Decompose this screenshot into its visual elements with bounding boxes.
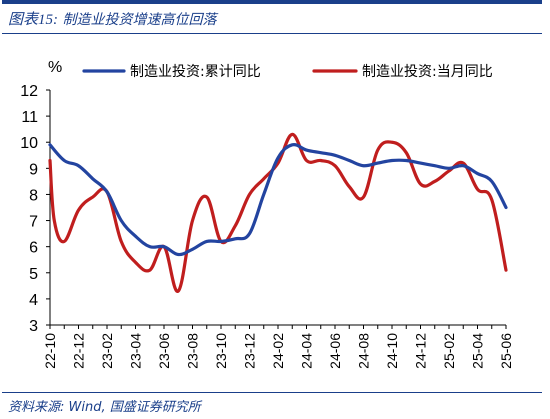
legend-cumulative-label: 制造业投资:累计同比	[130, 64, 261, 80]
title-rule	[2, 33, 542, 34]
x-tick-label: 25-06	[498, 333, 514, 369]
y-tick-label: 7	[29, 214, 38, 231]
x-tick-label: 24-02	[270, 333, 286, 369]
x-tick-label: 25-04	[470, 333, 486, 369]
y-tick-label: 3	[29, 318, 38, 335]
x-tick-label: 24-10	[384, 333, 400, 369]
x-tick-label: 24-08	[356, 333, 372, 369]
x-tick-label: 23-12	[242, 333, 258, 369]
x-tick-label: 24-06	[327, 333, 343, 369]
y-tick-label: 11	[21, 109, 38, 126]
top-rule	[2, 0, 542, 4]
y-tick-label: 9	[29, 161, 38, 178]
y-tick-label: 4	[29, 292, 38, 309]
x-tick-label: 23-06	[156, 333, 172, 369]
y-tick-label: 6	[29, 240, 38, 257]
x-tick-label: 22-10	[42, 333, 58, 369]
x-tick-label: 22-12	[71, 333, 87, 369]
y-tick-label: 8	[29, 187, 38, 204]
y-tick-label: 5	[29, 266, 38, 283]
series-line-cumulative	[48, 143, 508, 257]
figure-title: 图表15: 制造业投资增速高位回落	[8, 8, 216, 29]
figure-label: 图表15:	[8, 12, 58, 28]
y-tick-label: 12	[20, 83, 38, 100]
legend-monthly-label: 制造业投资:当月同比	[362, 64, 493, 80]
x-tick-label: 23-08	[185, 333, 201, 369]
figure-title-text: 制造业投资增速高位回落	[62, 12, 217, 28]
line-chart: 3 4 5 6 7 8 9 10 11 12% 22-10 22-12 23-02 23-04 23-06 2…	[20, 59, 514, 369]
x-tick-label: 23-02	[99, 333, 115, 369]
x-tick-label: 24-04	[299, 333, 315, 369]
x-tick-label: 25-02	[441, 333, 457, 369]
x-tick-label: 23-10	[213, 333, 229, 369]
y-unit-label: %	[48, 59, 62, 76]
footer-rule	[2, 392, 542, 393]
source-note: 资料来源: Wind, 国盛证券研究所	[8, 400, 201, 415]
y-tick-label: 10	[20, 135, 38, 152]
x-tick-label: 23-04	[128, 333, 144, 369]
x-tick-label: 24-12	[413, 333, 429, 369]
